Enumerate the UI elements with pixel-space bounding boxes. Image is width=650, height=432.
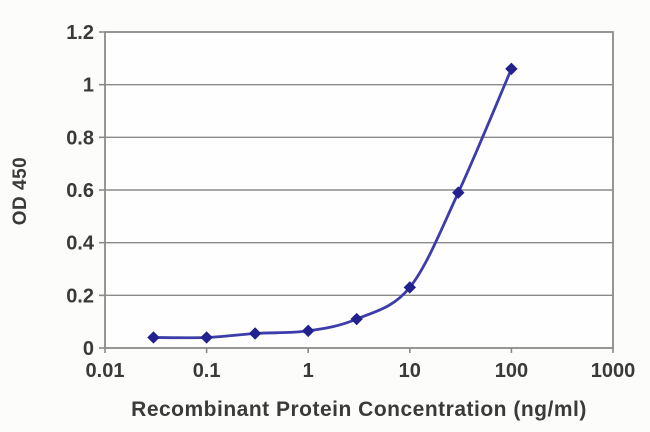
data-point-marker (301, 324, 315, 338)
y-tick-label: 1 (83, 75, 94, 97)
y-tick-label: 0.2 (66, 285, 94, 307)
data-point-marker (505, 62, 518, 76)
x-tick-label: 0.01 (86, 360, 125, 382)
x-tick-label: 0.1 (193, 360, 221, 382)
x-tick-label: 10 (399, 360, 421, 382)
data-point-marker (403, 281, 417, 294)
data-point-marker (452, 186, 465, 199)
y-tick-label: 0 (83, 338, 94, 360)
data-point-marker (147, 331, 160, 344)
y-tick-label: 0.6 (66, 180, 94, 202)
y-axis-title: OD 450 (10, 156, 31, 226)
y-tick-label: 0.8 (66, 127, 94, 149)
x-axis-title: Recombinant Protein Concentration (ng/ml… (131, 398, 587, 421)
y-tick-label: 1.2 (66, 22, 94, 44)
data-point-marker (350, 312, 363, 326)
x-tick-label: 1 (303, 360, 314, 382)
y-tick-label: 0.4 (66, 233, 95, 255)
x-tick-label: 1000 (591, 360, 636, 382)
data-point-marker (200, 331, 213, 344)
x-tick-label: 100 (495, 360, 528, 382)
data-point-marker (248, 327, 262, 340)
